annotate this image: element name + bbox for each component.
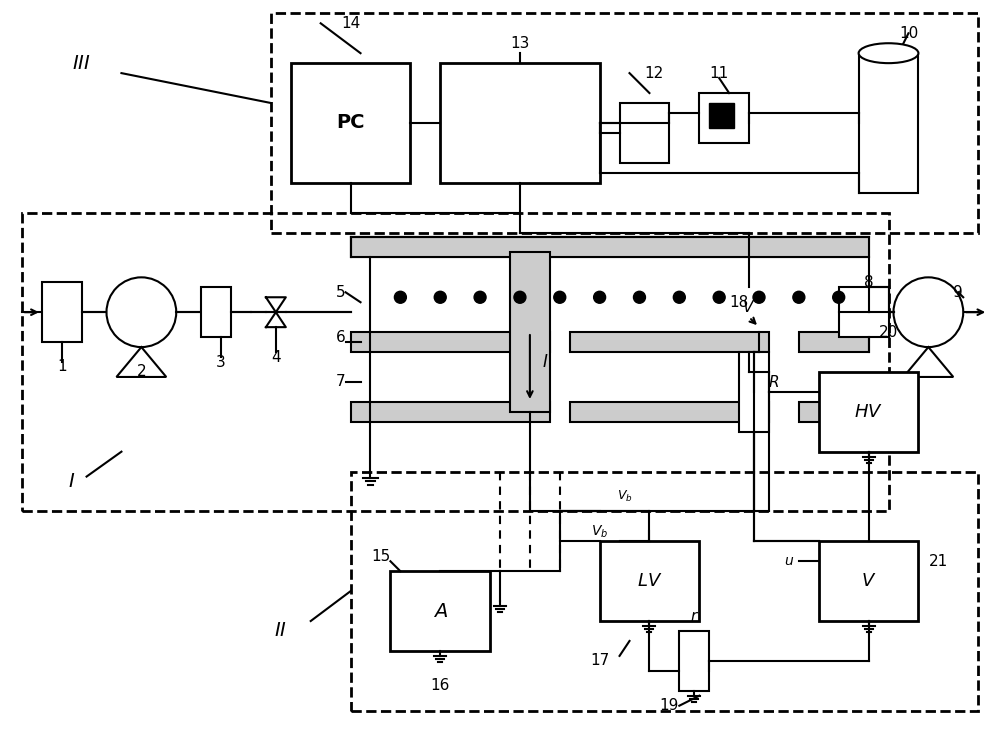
Bar	[351, 332, 550, 352]
Bar	[699, 93, 749, 143]
Bar	[351, 237, 869, 258]
Ellipse shape	[859, 43, 918, 63]
Polygon shape	[116, 347, 166, 377]
Bar	[600, 542, 699, 621]
Text: $V_b$: $V_b$	[591, 523, 608, 539]
Circle shape	[833, 291, 845, 303]
Bar	[839, 287, 889, 337]
Text: $\mathit{II}$: $\mathit{II}$	[274, 621, 287, 640]
Circle shape	[554, 291, 566, 303]
Text: $V$: $V$	[742, 299, 756, 315]
Bar	[679, 631, 709, 691]
Circle shape	[594, 291, 606, 303]
Text: 17: 17	[590, 654, 609, 668]
Text: 19: 19	[660, 698, 679, 713]
Text: $V_b$: $V_b$	[617, 489, 632, 504]
Text: 8: 8	[864, 274, 873, 290]
Text: $V$: $V$	[861, 572, 876, 590]
Text: 18: 18	[729, 295, 749, 310]
Polygon shape	[903, 347, 953, 377]
Bar	[819, 542, 918, 621]
Text: $\mathit{I}$: $\mathit{I}$	[68, 472, 75, 491]
Text: 11: 11	[710, 66, 729, 81]
Text: 21: 21	[929, 553, 948, 569]
Bar	[859, 53, 918, 193]
Bar	[510, 253, 550, 412]
Bar	[709, 103, 734, 128]
Text: 7: 7	[336, 375, 345, 389]
Bar	[819, 372, 918, 452]
Text: 10: 10	[899, 26, 918, 41]
Bar	[739, 352, 769, 432]
Circle shape	[673, 291, 685, 303]
Text: 13: 13	[510, 36, 530, 51]
Text: $I$: $I$	[542, 353, 548, 371]
Text: 4: 4	[271, 350, 281, 365]
Bar	[271, 13, 978, 233]
Circle shape	[753, 291, 765, 303]
Text: 2: 2	[137, 365, 146, 379]
Text: 20: 20	[879, 324, 898, 340]
Text: 12: 12	[645, 66, 664, 81]
Text: $r$: $r$	[690, 608, 699, 624]
Bar	[390, 571, 490, 651]
Bar	[42, 283, 82, 342]
Circle shape	[394, 291, 406, 303]
Circle shape	[514, 291, 526, 303]
Bar	[799, 332, 869, 352]
Text: 16: 16	[431, 679, 450, 693]
Bar	[351, 471, 978, 711]
Bar	[22, 212, 889, 512]
Text: PC: PC	[336, 113, 365, 132]
Text: 5: 5	[336, 285, 345, 300]
Bar	[440, 63, 600, 183]
Bar	[351, 402, 550, 422]
Bar	[201, 287, 231, 337]
Text: $u$: $u$	[784, 554, 794, 568]
Circle shape	[633, 291, 645, 303]
Text: 9: 9	[953, 285, 963, 300]
Circle shape	[793, 291, 805, 303]
Text: $R$: $R$	[768, 374, 780, 390]
Circle shape	[434, 291, 446, 303]
Bar	[570, 402, 769, 422]
Circle shape	[894, 277, 963, 347]
Bar	[351, 237, 869, 258]
Text: $HV$: $HV$	[854, 403, 883, 421]
Circle shape	[474, 291, 486, 303]
Bar	[620, 103, 669, 163]
Circle shape	[106, 277, 176, 347]
Text: $LV$: $LV$	[637, 572, 662, 590]
Circle shape	[713, 291, 725, 303]
Text: $A$: $A$	[433, 602, 448, 621]
Text: $\mathit{III}$: $\mathit{III}$	[72, 53, 91, 72]
Text: 15: 15	[371, 549, 390, 564]
Text: 1: 1	[57, 359, 66, 375]
Bar	[570, 332, 769, 352]
Bar	[799, 402, 869, 422]
Text: 3: 3	[216, 354, 226, 370]
Text: 6: 6	[336, 329, 345, 345]
Text: 14: 14	[341, 16, 360, 31]
Bar	[291, 63, 410, 183]
